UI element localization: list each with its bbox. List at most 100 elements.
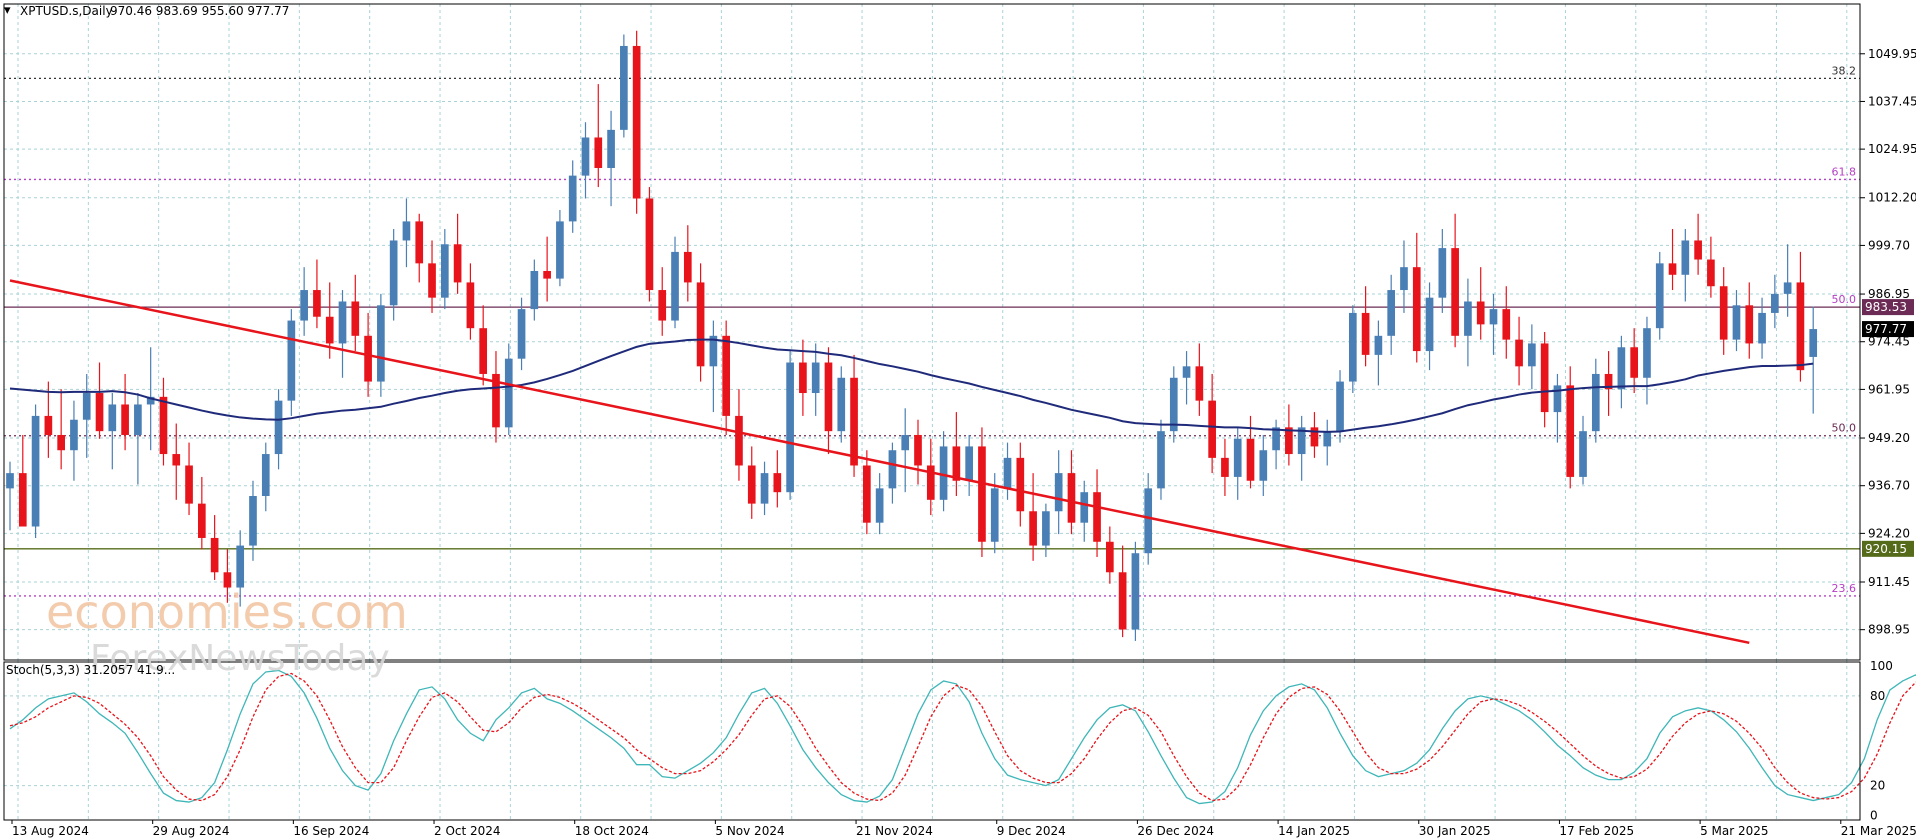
watermark-economies: economies.com [46,585,408,639]
candle-body [1412,267,1421,352]
candle-body [1054,473,1063,512]
candle-body [1348,312,1357,382]
time-tick-label: 13 Aug 2024 [12,824,89,838]
candle-body [620,45,628,130]
stoch-pane-frame [3,661,1861,821]
time-tick-label: 14 Jan 2025 [1278,824,1350,838]
candle-body [1233,438,1242,477]
candle-body [1195,366,1204,401]
time-tick-label: 21 Nov 2024 [856,824,933,838]
candle-body [760,473,769,504]
candle-body [1617,347,1626,390]
stoch-tick-label: 0 [1870,809,1878,823]
candle-body [824,362,833,432]
candle-body [671,251,679,321]
candle-body [1093,492,1101,542]
candle-body [530,270,539,310]
candle-body [1771,293,1779,313]
candle-body [504,358,513,428]
candle-body [338,301,347,344]
candle-body [31,415,40,527]
candle-body [1719,286,1728,340]
ma-line [9,338,1814,433]
candle-body [1540,343,1549,413]
candle-body [1374,335,1383,355]
candle-body [300,290,308,321]
candle-body [1655,263,1664,329]
candle-body [1080,492,1089,523]
candle-body [926,465,935,500]
price-tick-label: 924.20 [1868,526,1910,540]
candle-body [1668,263,1677,275]
price-tick-label: 961.95 [1868,382,1910,396]
candle-body [1783,282,1792,294]
candle-body [1208,400,1216,458]
candle-body [134,404,142,435]
candle-body [978,446,986,542]
candle-body [939,446,948,500]
candle-body [1272,427,1280,451]
price-tag-box [1862,321,1914,338]
candle-body [428,263,436,298]
candlestick-series [6,30,1818,641]
time-tick-label: 26 Dec 2024 [1137,824,1214,838]
candle-body [249,496,257,546]
candle-body [325,316,334,344]
watermark-forexnewstoday: ForexNewsToday [90,638,390,679]
price-tag-label: 977.77 [1865,322,1907,336]
candle-body [108,404,117,432]
candle-body [364,335,372,382]
candle-body [1732,305,1741,340]
time-tick-label: 9 Dec 2024 [997,824,1066,838]
candle-body [722,335,731,416]
candle-body [914,434,922,466]
price-tag-box [1862,540,1914,557]
time-tick-label: 2 Oct 2024 [434,824,501,838]
time-tick-label: 5 Mar 2025 [1700,824,1768,838]
candle-body [236,545,245,588]
candle-body [683,251,692,283]
candle-body [1387,290,1396,336]
price-tick-label: 1024.95 [1868,142,1916,156]
candle-body [696,282,705,367]
fib-level-label: 23.6 [1832,582,1857,595]
candle-body [1579,431,1587,477]
candle-body [1643,328,1651,378]
price-tick-label: 999.70 [1868,238,1910,252]
menu-triangle-icon[interactable]: ▾ [4,3,11,18]
candle-body [1425,297,1434,352]
candle-body [172,454,181,466]
candle-body [735,415,743,466]
candle-body [1118,572,1127,630]
candle-body [1604,373,1613,390]
time-tick-label: 17 Feb 2025 [1559,824,1634,838]
pane-frames [3,3,1861,821]
price-tag-label: 983.53 [1865,300,1907,314]
candle-body [1758,312,1766,344]
candle-body [1476,301,1485,325]
candle-body [1246,438,1255,481]
candle-body [1528,343,1536,367]
candle-body [632,45,641,199]
candle-body [581,137,590,176]
time-tick-label: 16 Sep 2024 [293,824,369,838]
fib-level-label: 50.0 [1832,293,1857,306]
trendline [9,279,1750,645]
candle-body [1438,248,1447,298]
candle-body [1451,248,1459,336]
candle-body [223,572,232,588]
candle-body [351,301,360,336]
candle-body [850,377,858,466]
main-pane-frame [3,3,1861,661]
candle-body [1361,312,1370,355]
fib-level-label: 38.2 [1832,64,1857,77]
stoch-signal-line [9,672,1916,802]
candle-body [901,434,910,451]
candle-body [1809,329,1818,357]
candle-body [1131,553,1140,630]
time-tick-label: 5 Nov 2024 [715,824,784,838]
candle-body [1630,347,1639,378]
candle-body [44,415,53,435]
candle-body [1157,431,1165,489]
candle-body [1502,309,1511,340]
